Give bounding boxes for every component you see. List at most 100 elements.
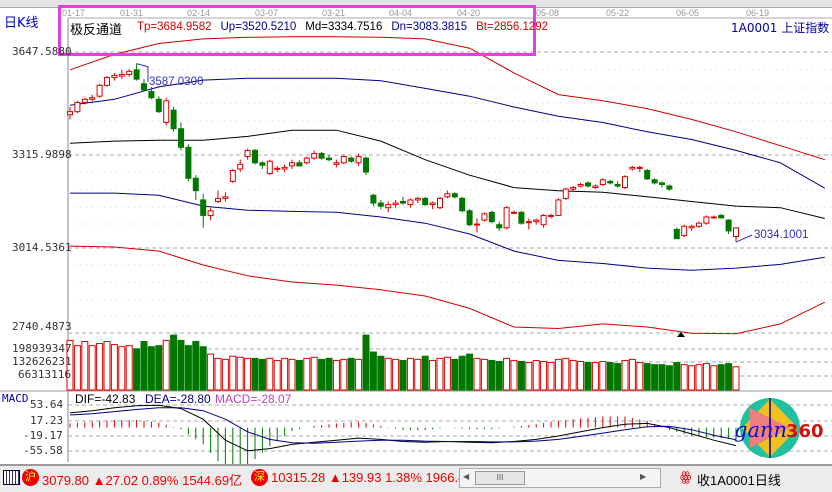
- volume-bar: [103, 340, 111, 391]
- shenzhen-badge[interactable]: 深: [251, 469, 268, 486]
- volume-bar: [636, 362, 644, 391]
- candle-body: [407, 199, 414, 206]
- volume-bar: [118, 346, 126, 391]
- macd-axis-label: -55.58: [23, 444, 63, 457]
- candle-body: [518, 211, 525, 224]
- volume-bar: [547, 362, 555, 391]
- volume-bar: [429, 359, 437, 391]
- indicator-value: Dn=3083.3815: [391, 21, 468, 33]
- date-tick-label: 05-22: [606, 8, 630, 18]
- candle-body: [311, 152, 318, 159]
- volume-bar: [88, 345, 96, 391]
- volume-bar: [310, 356, 318, 391]
- volume-bar: [236, 356, 244, 391]
- calendar-icon[interactable]: [3, 470, 20, 485]
- volume-bar: [207, 353, 215, 391]
- volume-bar: [162, 339, 170, 391]
- candle-body: [599, 179, 606, 185]
- shanghai-index-text: 3079.80 ▲27.02 0.89% 1544.69亿: [42, 473, 243, 488]
- candle-body: [74, 101, 81, 113]
- shenzhen-index-text: 10315.28 ▲139.93 1.38% 1966.42: [271, 470, 459, 485]
- candle-body: [525, 221, 532, 224]
- candle-body: [437, 197, 443, 209]
- indicator-value: Bt=2856.1292: [476, 21, 549, 33]
- candle-body: [355, 156, 362, 164]
- volume-bar: [458, 355, 466, 391]
- volume-bar: [540, 360, 548, 391]
- volume-bar: [392, 358, 400, 391]
- candle-body: [718, 214, 725, 219]
- high-annotation-line: [136, 63, 149, 82]
- scroll-thumb[interactable]: III: [475, 471, 525, 485]
- volume-bar: [140, 340, 148, 391]
- volume-bar: [155, 345, 163, 391]
- candle-body: [104, 77, 110, 86]
- volume-bar: [251, 357, 259, 391]
- candle-body: [703, 216, 710, 224]
- volume-bar: [288, 358, 296, 391]
- band-line-md: [69, 129, 825, 219]
- volume-bar: [628, 358, 636, 391]
- candle-body: [496, 224, 503, 229]
- volume-bar: [525, 362, 533, 391]
- candle-body: [444, 193, 451, 198]
- candle-body: [614, 183, 621, 187]
- horizontal-scrollbar[interactable]: ◀ III ▶: [459, 468, 661, 488]
- scroll-right-arrow[interactable]: ▶: [640, 472, 647, 481]
- dea-line: [69, 407, 737, 444]
- volume-bar: [710, 365, 718, 391]
- volume-bar: [199, 346, 207, 391]
- volume-bar: [473, 357, 481, 391]
- candle-body: [348, 157, 355, 162]
- volume-bar: [133, 348, 141, 391]
- candle-body: [133, 69, 140, 80]
- candle-body: [548, 214, 554, 217]
- candle-body: [215, 197, 221, 202]
- candle-body: [696, 222, 702, 227]
- candle-body: [192, 177, 199, 192]
- candle-body: [207, 210, 214, 216]
- candle-body: [725, 219, 732, 232]
- band-line-up: [69, 77, 826, 189]
- candle-body: [111, 74, 118, 79]
- volume-bar: [266, 357, 274, 391]
- volume-bar: [688, 365, 696, 391]
- candle-body: [89, 97, 96, 100]
- volume-bar: [273, 359, 281, 391]
- candle-body: [185, 146, 192, 179]
- candle-body: [170, 109, 177, 130]
- volume-bar: [229, 355, 237, 391]
- candle-body: [126, 70, 133, 75]
- volume-bar: [318, 358, 326, 391]
- scroll-left-arrow[interactable]: ◀: [463, 472, 470, 481]
- candle-body: [200, 199, 207, 216]
- shanghai-badge[interactable]: 沪: [22, 469, 39, 486]
- candle-body: [222, 196, 229, 199]
- candle-body: [673, 228, 680, 240]
- date-tick-label: 01-17: [62, 8, 86, 18]
- period-label: 日K线: [4, 16, 39, 31]
- volume-bar: [554, 358, 562, 391]
- date-tick-label: 06-05: [676, 8, 700, 18]
- volume-bar: [451, 358, 459, 391]
- volume-bar: [332, 359, 340, 391]
- volume-bar: [177, 339, 185, 391]
- chart-canvas[interactable]: [0, 0, 832, 464]
- volume-bar: [562, 357, 570, 391]
- volume-bar: [510, 359, 518, 391]
- candle-body: [577, 183, 584, 187]
- volume-bar: [147, 346, 155, 391]
- volume-bar: [532, 359, 540, 391]
- candle-body: [585, 182, 591, 187]
- candle-body: [289, 162, 295, 167]
- candle-body: [340, 156, 347, 164]
- candle-body: [681, 225, 688, 237]
- candle-body: [370, 194, 377, 204]
- volume-bar: [680, 364, 688, 391]
- volume-bar: [614, 363, 622, 391]
- macd-axis-label: 17.23: [30, 414, 64, 427]
- macd-title: MACD: [2, 392, 29, 405]
- band-line-tp: [69, 36, 825, 161]
- volume-bar: [673, 362, 681, 391]
- candle-body: [377, 202, 384, 207]
